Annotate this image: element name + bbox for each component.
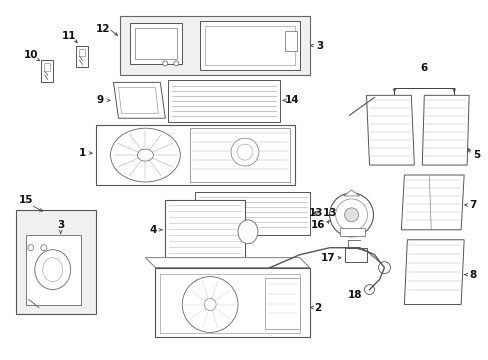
Text: 9: 9 (97, 95, 104, 105)
Ellipse shape (163, 61, 167, 66)
Bar (165, 200, 244, 265)
Text: 5: 5 (472, 150, 480, 160)
Ellipse shape (230, 138, 259, 166)
Ellipse shape (173, 61, 179, 66)
Text: 2: 2 (313, 302, 321, 312)
Ellipse shape (41, 245, 47, 251)
Bar (120, 15, 309, 75)
Bar (168, 80, 279, 122)
Text: 12: 12 (96, 24, 111, 33)
Polygon shape (404, 240, 463, 305)
Bar (285, 31, 296, 50)
Text: 13: 13 (308, 208, 322, 218)
Ellipse shape (237, 144, 252, 160)
Bar (79, 49, 84, 57)
Bar (195, 192, 309, 235)
Text: 3: 3 (315, 41, 323, 50)
Text: 16: 16 (310, 220, 325, 230)
Bar (155, 268, 309, 337)
Text: 18: 18 (346, 289, 361, 300)
Bar (44, 63, 50, 71)
Polygon shape (118, 87, 158, 113)
Ellipse shape (35, 250, 71, 289)
Bar (76, 45, 87, 67)
Text: 6: 6 (420, 63, 427, 73)
Text: 14: 14 (284, 95, 299, 105)
Ellipse shape (378, 262, 389, 274)
Bar (200, 21, 299, 71)
Bar (26, 235, 81, 305)
Ellipse shape (28, 245, 34, 251)
Text: 8: 8 (468, 270, 476, 280)
Bar (344, 248, 366, 262)
Bar (16, 210, 95, 315)
Bar (205, 26, 294, 66)
Polygon shape (366, 95, 413, 165)
Bar (264, 278, 299, 329)
Polygon shape (145, 258, 309, 268)
Text: 13: 13 (322, 208, 337, 218)
Ellipse shape (182, 276, 238, 332)
Bar (160, 274, 299, 333)
Text: 7: 7 (468, 200, 476, 210)
Ellipse shape (329, 193, 373, 237)
Polygon shape (343, 190, 359, 196)
Bar (130, 23, 182, 64)
Ellipse shape (238, 220, 258, 244)
Polygon shape (401, 175, 463, 230)
Text: 11: 11 (61, 31, 76, 41)
Ellipse shape (344, 208, 358, 222)
Bar (339, 228, 364, 236)
Ellipse shape (42, 258, 62, 282)
Text: 1: 1 (79, 148, 86, 158)
Polygon shape (422, 95, 468, 165)
Text: 17: 17 (320, 253, 334, 263)
Bar (190, 128, 289, 182)
Text: 10: 10 (23, 50, 38, 60)
Bar (95, 125, 294, 185)
Bar (135, 28, 177, 59)
Ellipse shape (203, 298, 216, 310)
Text: 15: 15 (19, 195, 33, 205)
Ellipse shape (335, 199, 367, 231)
Ellipse shape (364, 285, 374, 294)
Bar (41, 60, 53, 82)
Ellipse shape (110, 128, 180, 182)
Text: 4: 4 (149, 225, 157, 235)
Polygon shape (113, 82, 165, 118)
Text: 3: 3 (57, 220, 64, 230)
Ellipse shape (137, 149, 153, 161)
